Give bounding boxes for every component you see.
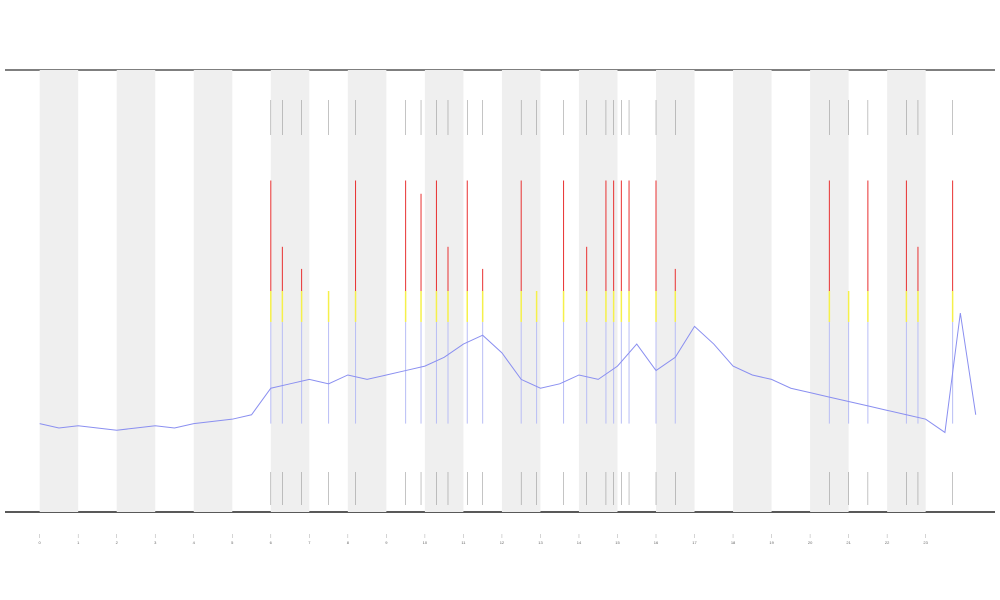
shaded-range <box>116 70 156 512</box>
x-tick-label: 3 <box>154 540 157 545</box>
series-line <box>39 313 977 434</box>
x-tick-label: 12 <box>500 540 505 545</box>
x-tick-label: 0 <box>39 540 42 545</box>
x-tick-label: 7 <box>308 540 311 545</box>
x-tick-label: 1 <box>77 540 80 545</box>
x-tick-label: 23 <box>923 540 928 545</box>
shaded-range <box>270 70 310 512</box>
x-tick-label: 13 <box>538 540 543 545</box>
x-tick-label: 5 <box>231 540 234 545</box>
x-tick-label: 19 <box>769 540 774 545</box>
shaded-range <box>347 70 387 512</box>
x-tick-label: 11 <box>461 540 466 545</box>
shaded-range <box>39 70 79 512</box>
x-tick-label: 15 <box>615 540 620 545</box>
x-tick-label: 10 <box>423 540 428 545</box>
shaded-range <box>733 70 772 512</box>
shaded-range <box>424 70 464 512</box>
shaded-range <box>578 70 618 512</box>
x-tick-label: 18 <box>731 540 736 545</box>
x-tick-label: 8 <box>347 540 350 545</box>
x-tick-label: 20 <box>808 540 813 545</box>
x-tick-label: 21 <box>846 540 851 545</box>
x-tick-label: 16 <box>654 540 659 545</box>
x-tick-label: 2 <box>116 540 119 545</box>
x-tick-label: 4 <box>193 540 196 545</box>
x-tick-label: 6 <box>270 540 273 545</box>
x-tick-label: 9 <box>385 540 388 545</box>
shaded-range <box>193 70 233 512</box>
x-tick-label: 14 <box>577 540 582 545</box>
x-tick-label: 17 <box>692 540 697 545</box>
x-tick-label: 22 <box>885 540 890 545</box>
